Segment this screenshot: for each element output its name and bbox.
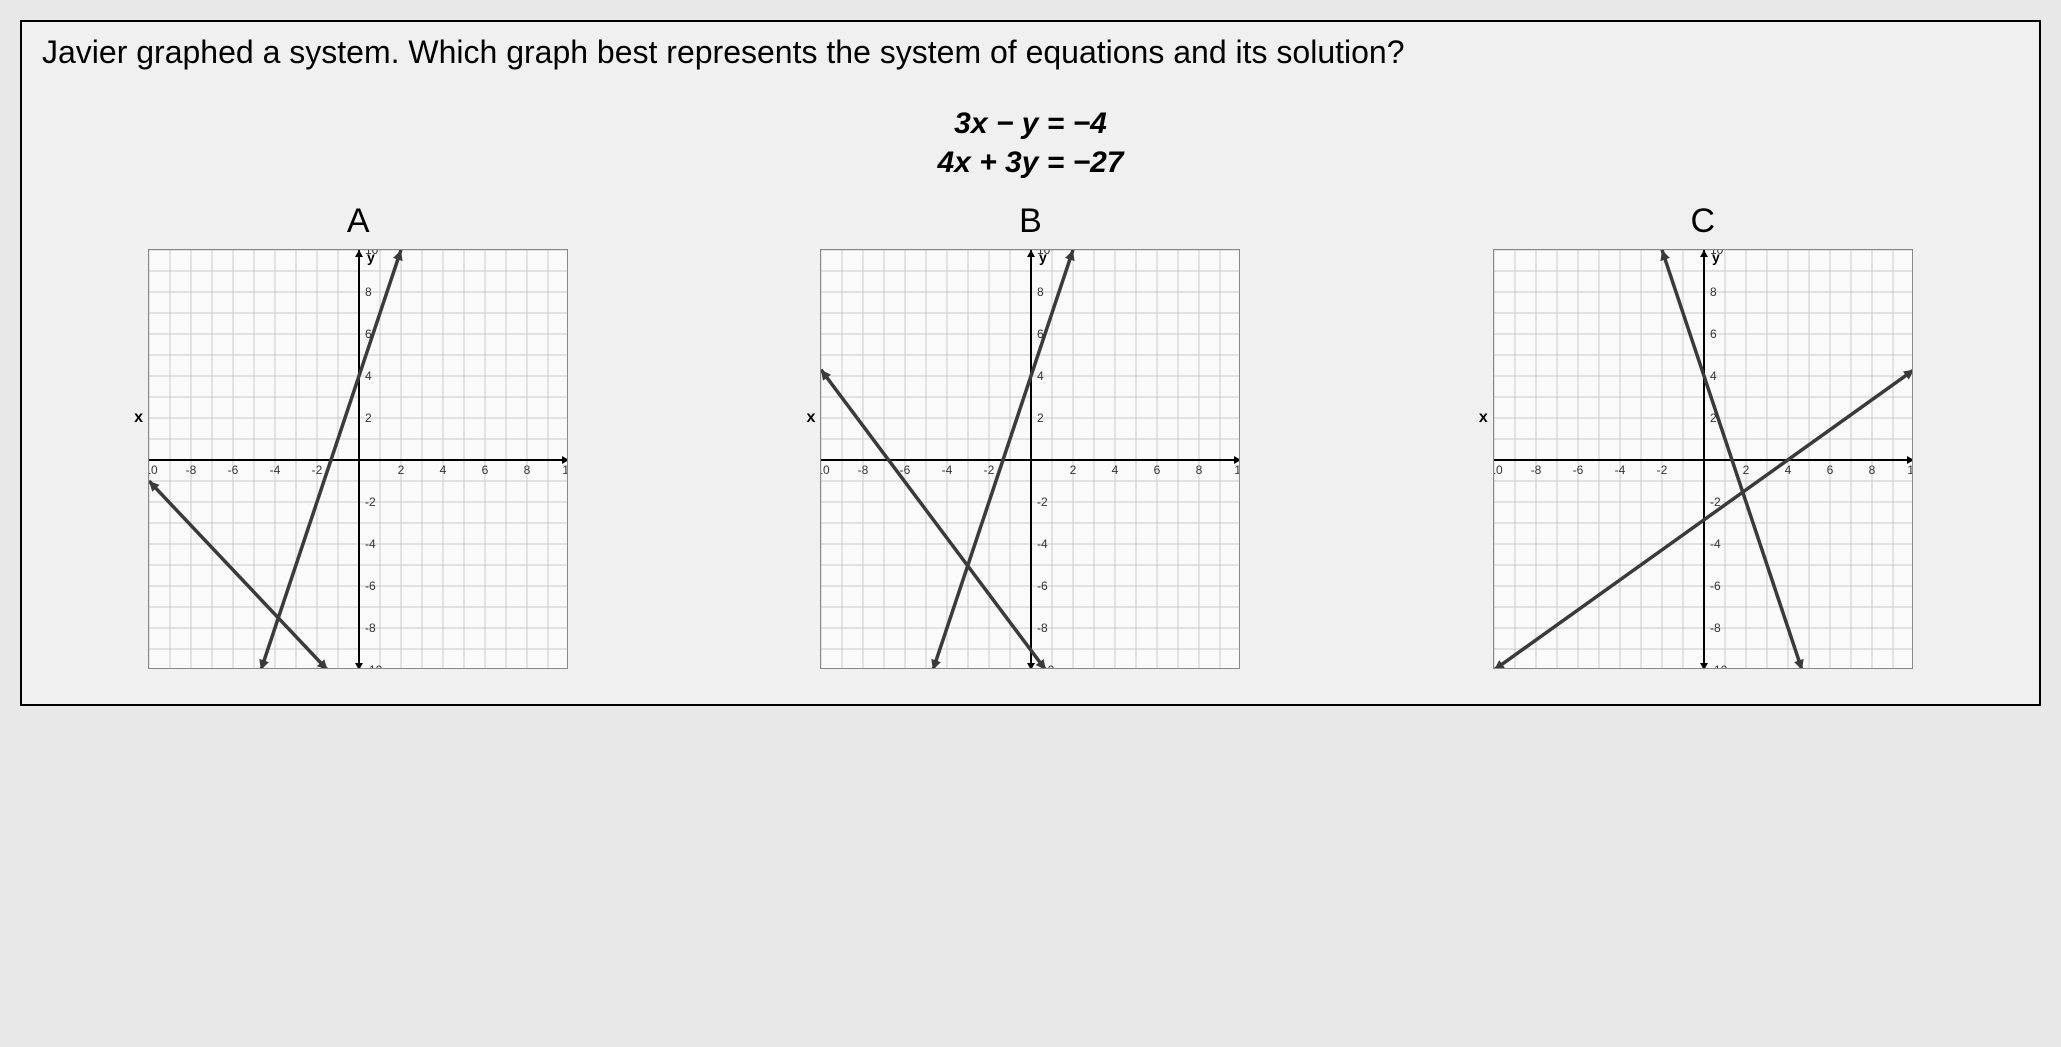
question-text: Javier graphed a system. Which graph bes… [42,32,2019,74]
svg-text:10: 10 [1907,463,1913,477]
svg-text:4: 4 [365,369,372,383]
svg-text:-10: -10 [148,463,158,477]
graph-label-b: B [1019,202,1042,241]
svg-text:8: 8 [1196,463,1203,477]
svg-text:8: 8 [524,463,531,477]
svg-text:8: 8 [1037,285,1044,299]
equation-1: 3x − y = −4 [42,104,2019,143]
x-axis-label: x [806,409,815,427]
svg-text:-10: -10 [1493,463,1503,477]
svg-text:-8: -8 [365,621,376,635]
svg-text:-10: -10 [820,463,830,477]
svg-text:-8: -8 [1710,621,1721,635]
svg-text:6: 6 [1154,463,1161,477]
svg-text:6: 6 [1826,463,1833,477]
graph-a: -10-10-8-8-6-6-4-4-2-2224466881010y [148,249,568,669]
svg-text:-6: -6 [1710,579,1721,593]
svg-text:6: 6 [482,463,489,477]
svg-text:4: 4 [440,463,447,477]
x-axis-label: x [1479,409,1488,427]
graph-panel-b: B x -10-10-8-8-6-6-4-4-2-2224466881010y [820,202,1240,674]
graph-panel-a: A x -10-10-8-8-6-6-4-4-2-2224466881010y [148,202,568,674]
svg-text:-2: -2 [312,463,323,477]
graph-panel-c: C x -10-10-8-8-6-6-4-4-2-2224466881010y [1493,202,1913,674]
svg-text:-6: -6 [1037,579,1048,593]
svg-text:-4: -4 [1037,537,1048,551]
svg-text:-10: -10 [1710,663,1728,669]
graphs-row: A x -10-10-8-8-6-6-4-4-2-2224466881010y … [42,202,2019,674]
svg-text:y: y [1039,249,1047,265]
problem-container: Javier graphed a system. Which graph bes… [20,20,2041,706]
svg-text:4: 4 [1037,369,1044,383]
graph-b: -10-10-8-8-6-6-4-4-2-2224466881010y [820,249,1240,669]
svg-text:2: 2 [365,411,372,425]
svg-text:4: 4 [1784,463,1791,477]
svg-text:2: 2 [1742,463,1749,477]
svg-text:-6: -6 [365,579,376,593]
svg-text:-4: -4 [1614,463,1625,477]
svg-text:4: 4 [1112,463,1119,477]
graph-label-a: A [347,202,370,241]
svg-text:-2: -2 [365,495,376,509]
svg-text:-6: -6 [1572,463,1583,477]
svg-text:-4: -4 [942,463,953,477]
svg-text:10: 10 [1235,463,1241,477]
svg-text:-8: -8 [186,463,197,477]
svg-text:-4: -4 [365,537,376,551]
graph-c: -10-10-8-8-6-6-4-4-2-2224466881010y [1493,249,1913,669]
svg-text:-4: -4 [270,463,281,477]
svg-text:-8: -8 [1037,621,1048,635]
system-equations: 3x − y = −4 4x + 3y = −27 [42,104,2019,182]
svg-text:8: 8 [1868,463,1875,477]
svg-text:8: 8 [365,285,372,299]
svg-text:2: 2 [1070,463,1077,477]
svg-text:4: 4 [1710,369,1717,383]
svg-text:2: 2 [398,463,405,477]
svg-text:-2: -2 [1037,495,1048,509]
svg-text:-6: -6 [228,463,239,477]
svg-text:-2: -2 [1656,463,1667,477]
svg-text:2: 2 [1037,411,1044,425]
svg-text:-8: -8 [858,463,869,477]
svg-text:-10: -10 [365,663,383,669]
x-axis-label: x [134,409,143,427]
svg-text:-2: -2 [984,463,995,477]
svg-text:10: 10 [562,463,568,477]
svg-text:6: 6 [1710,327,1717,341]
svg-text:8: 8 [1710,285,1717,299]
graph-label-c: C [1691,202,1716,241]
equation-2: 4x + 3y = −27 [42,143,2019,182]
svg-text:y: y [1712,249,1720,265]
svg-text:y: y [367,249,375,265]
svg-text:-8: -8 [1530,463,1541,477]
svg-text:-4: -4 [1710,537,1721,551]
